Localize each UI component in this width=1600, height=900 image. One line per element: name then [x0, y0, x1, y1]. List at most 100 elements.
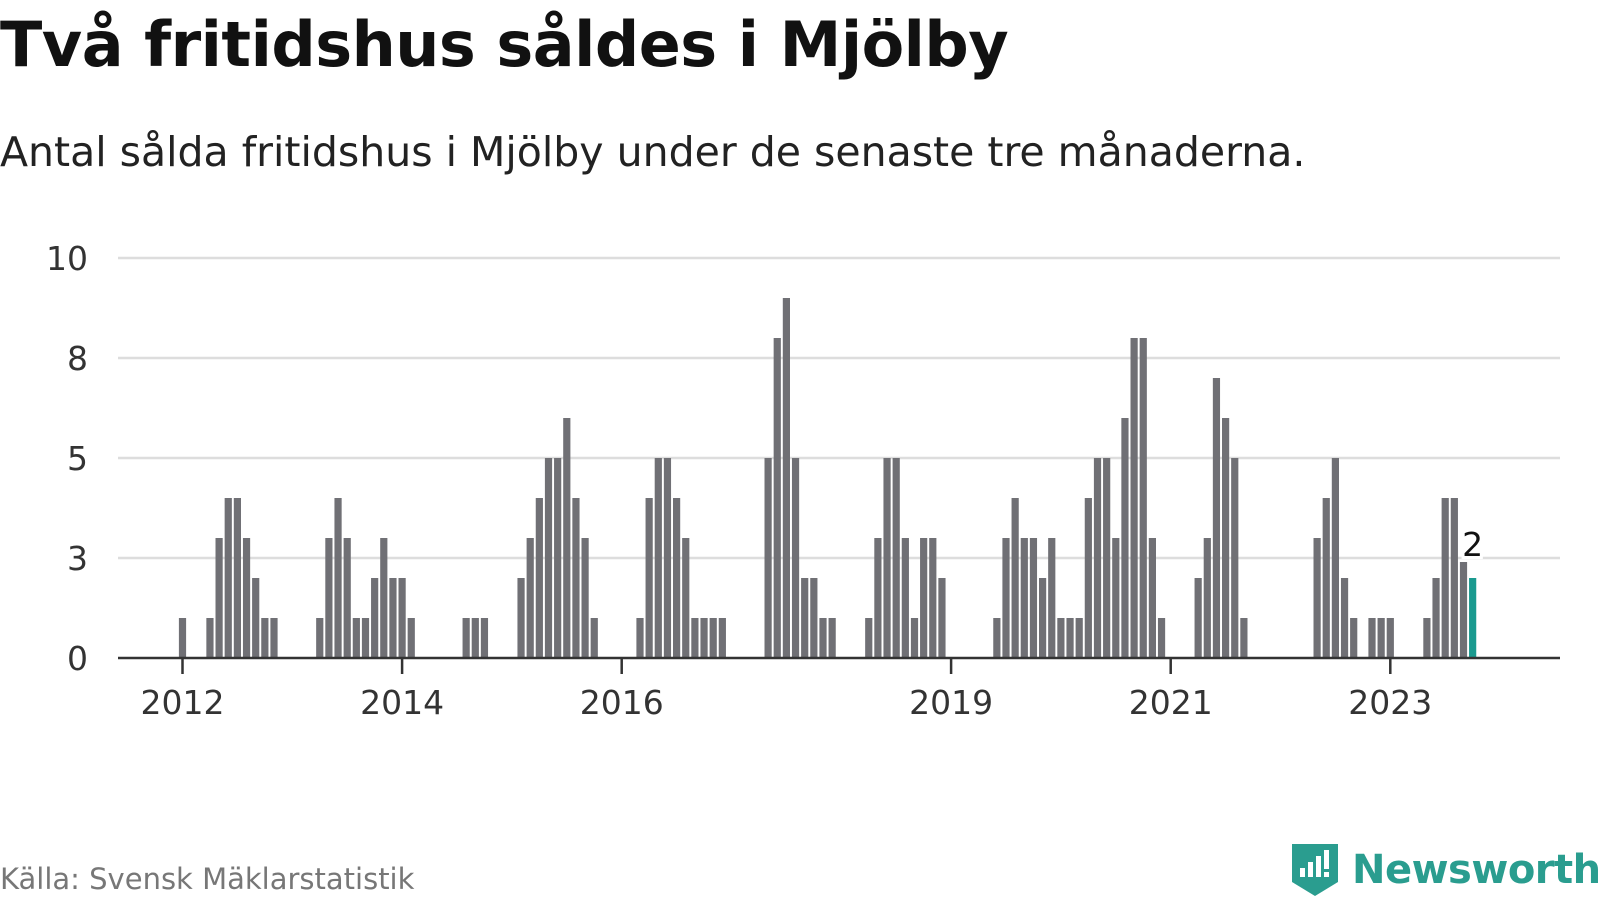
bar	[1459, 562, 1468, 658]
source-note: Källa: Svensk Mäklarstatistik	[0, 862, 415, 896]
bar	[1011, 498, 1019, 658]
bar	[892, 458, 900, 658]
bar	[910, 618, 919, 658]
bar	[691, 618, 699, 658]
bar	[334, 498, 342, 658]
bar	[1331, 458, 1339, 658]
bar	[398, 578, 406, 658]
bar	[1057, 618, 1065, 658]
bar	[371, 578, 379, 658]
gridlines	[118, 256, 1560, 560]
bar	[1368, 618, 1376, 658]
bar	[1203, 538, 1211, 658]
bar	[361, 618, 370, 658]
bar	[700, 618, 708, 658]
y-tick-label: 0	[67, 639, 88, 678]
bar	[1441, 498, 1449, 658]
bar	[1313, 538, 1321, 658]
bar	[773, 338, 781, 658]
bar	[1148, 538, 1156, 658]
bar	[178, 618, 187, 658]
bar	[1469, 578, 1477, 658]
bar	[1194, 578, 1202, 658]
bar	[993, 618, 1001, 658]
bar	[1231, 458, 1239, 658]
bar	[929, 538, 937, 658]
bar	[407, 618, 415, 658]
labels: 0 3 5 8 10 2012 2014 2016 2019 2021 2023 2	[46, 239, 1486, 722]
x-tick-label: 2021	[1129, 683, 1213, 722]
bar	[1048, 538, 1056, 658]
bar	[709, 618, 717, 658]
bar	[590, 618, 598, 658]
y-tick-label: 10	[46, 239, 88, 278]
bar	[233, 498, 241, 658]
newsworthy-logo-icon	[1292, 844, 1338, 896]
bar	[380, 538, 388, 658]
bar	[1093, 458, 1102, 658]
bar	[828, 618, 836, 658]
bar	[874, 538, 882, 658]
bar	[1450, 498, 1458, 658]
bar	[718, 618, 726, 658]
bar	[883, 458, 891, 658]
bar	[1222, 418, 1230, 658]
bar	[544, 458, 553, 658]
bar	[901, 538, 909, 658]
bar	[1350, 618, 1358, 658]
bar	[1386, 618, 1394, 658]
bar	[252, 578, 260, 658]
brand-logo: Newsworthy	[1290, 840, 1600, 900]
bar	[1432, 578, 1440, 658]
bar	[526, 538, 534, 658]
bar	[1139, 338, 1147, 658]
bar	[242, 538, 251, 658]
bar	[1157, 618, 1166, 658]
y-tick-label: 5	[67, 439, 88, 478]
y-tick-label: 3	[67, 539, 88, 578]
bar	[819, 618, 827, 658]
bar	[517, 578, 525, 658]
bar	[654, 458, 662, 658]
bar	[1039, 578, 1047, 658]
bar	[352, 618, 360, 658]
bar	[389, 578, 397, 658]
bar-chart: 0 3 5 8 10 2012 2014 2016 2019 2021 2023 2	[46, 239, 1560, 722]
bar	[801, 578, 809, 658]
bar	[636, 618, 644, 658]
highlight-value-label: 2	[1462, 525, 1483, 564]
bar	[480, 618, 489, 658]
bar	[535, 498, 543, 658]
bar	[581, 538, 589, 658]
x-tick-label: 2023	[1348, 683, 1432, 722]
bar	[782, 298, 790, 658]
chart-subtitle: Antal sålda fritidshus i Mjölby under de…	[0, 128, 1306, 176]
bar	[1020, 538, 1028, 658]
bar	[1084, 498, 1092, 658]
bar	[471, 618, 479, 658]
bar	[563, 418, 571, 658]
bar	[1130, 338, 1138, 658]
x-tick-label: 2016	[580, 683, 664, 722]
bar	[343, 538, 351, 658]
bar	[663, 458, 672, 658]
bar	[206, 618, 214, 658]
bar	[673, 498, 681, 658]
bar	[764, 458, 772, 658]
bar	[645, 498, 653, 658]
bar	[270, 618, 278, 658]
bar	[1066, 618, 1074, 658]
x-tick-label: 2014	[360, 683, 444, 722]
axes	[118, 656, 1560, 674]
bar	[1423, 618, 1431, 658]
y-tick-label: 8	[67, 339, 88, 378]
bar	[1121, 418, 1129, 658]
bars	[178, 298, 1477, 658]
bar	[215, 538, 223, 658]
bar	[1029, 538, 1038, 658]
x-tick-label: 2012	[141, 683, 225, 722]
bar	[1212, 378, 1221, 658]
bar	[682, 538, 690, 658]
bar	[810, 578, 818, 658]
bar	[554, 458, 562, 658]
